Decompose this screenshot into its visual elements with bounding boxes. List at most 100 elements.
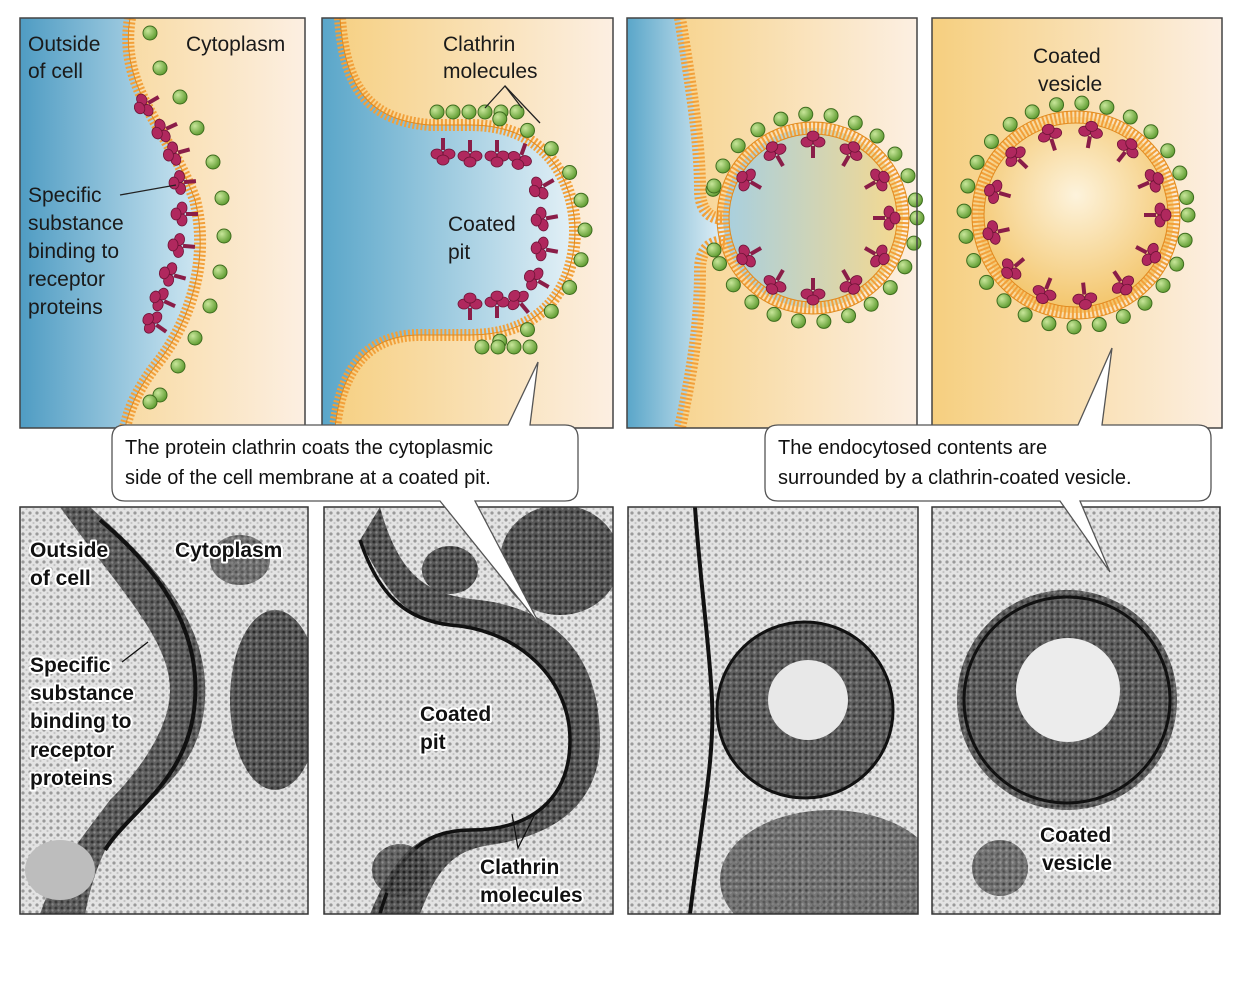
receptor-protein bbox=[142, 311, 168, 334]
clathrin-ball bbox=[1179, 189, 1195, 205]
vesicle-label-line2: vesicle bbox=[1038, 73, 1102, 96]
clathrin-ball bbox=[706, 242, 722, 258]
clathrin-ball bbox=[958, 228, 974, 244]
clathrin-ball bbox=[1099, 99, 1115, 115]
receptor-protein bbox=[1038, 123, 1063, 151]
em-substance-label-line1: Specific bbox=[30, 654, 111, 677]
clathrin-label-line1: Clathrin bbox=[443, 33, 515, 56]
clathrin-ball bbox=[1137, 295, 1153, 311]
clathrin-ball bbox=[205, 154, 221, 170]
receptor-protein bbox=[863, 168, 890, 192]
clathrin-ball bbox=[1180, 207, 1196, 223]
clathrin-ball bbox=[1074, 95, 1090, 111]
clathrin-ball bbox=[773, 111, 789, 127]
receptor-protein bbox=[484, 140, 510, 168]
clathrin-ball bbox=[1049, 97, 1065, 113]
clathrin-ball bbox=[969, 154, 985, 170]
micrograph-panel-2 bbox=[324, 507, 613, 914]
clathrin-ball bbox=[983, 134, 999, 150]
clathrin-ball bbox=[841, 308, 857, 324]
receptor-protein bbox=[167, 233, 196, 258]
clathrin-ball bbox=[725, 277, 741, 293]
receptor-protein bbox=[763, 268, 787, 295]
receptor-protein bbox=[839, 141, 863, 168]
em-substance-label-line2: substance bbox=[30, 682, 134, 705]
micrograph-panel-1 bbox=[20, 507, 308, 914]
clathrin-molecules-panel4 bbox=[956, 95, 1196, 335]
clathrin-ball bbox=[1041, 316, 1057, 332]
clathrin-ball bbox=[461, 104, 477, 120]
receptor-protein bbox=[430, 138, 456, 166]
em-substance-label-line4: receptor bbox=[30, 739, 114, 762]
top-panel-3 bbox=[627, 18, 917, 428]
outside-label-line2: of cell bbox=[28, 60, 83, 83]
clathrin-ball bbox=[1172, 165, 1188, 181]
receptor-protein bbox=[1032, 277, 1057, 304]
clathrin-ball bbox=[212, 264, 228, 280]
em-clathrin-label-line2: molecules bbox=[480, 884, 583, 907]
clathrin-ball bbox=[996, 293, 1012, 309]
clathrin-ball bbox=[1143, 124, 1159, 140]
clathrin-ball bbox=[882, 280, 898, 296]
receptor-protein bbox=[457, 140, 483, 168]
callout-left-line1: The protein clathrin coats the cytoplasm… bbox=[125, 437, 493, 459]
clathrin-ball bbox=[170, 358, 186, 374]
receptor-protein bbox=[151, 118, 178, 143]
receptor-protein bbox=[1135, 242, 1162, 266]
substance-label-line3: binding to bbox=[28, 240, 119, 263]
em-pit-label-line2: pit bbox=[420, 731, 446, 754]
pit-label-line2: pit bbox=[448, 241, 470, 264]
receptor-protein bbox=[133, 93, 160, 117]
clathrin-ball bbox=[1115, 309, 1131, 325]
receptor-protein bbox=[530, 206, 559, 232]
clathrin-ball bbox=[543, 303, 559, 319]
callout-right: The endocytosed contents are surrounded … bbox=[764, 347, 1212, 573]
clathrin-ball bbox=[1091, 317, 1107, 333]
clathrin-ball bbox=[1169, 256, 1185, 272]
em-clathrin-leader bbox=[511, 813, 536, 851]
clathrin-ball bbox=[189, 120, 205, 136]
em-clathrin-label-line1: Clathrin bbox=[480, 856, 559, 879]
micrograph-panel-4 bbox=[932, 507, 1220, 914]
clathrin-ball bbox=[520, 122, 535, 138]
clathrin-ball bbox=[509, 104, 525, 120]
receptor-protein bbox=[507, 289, 530, 314]
clathrin-ball bbox=[863, 296, 879, 312]
clathrin-ball bbox=[712, 256, 728, 272]
clathrin-ball bbox=[960, 178, 976, 194]
receptor-protein bbox=[1005, 146, 1029, 170]
clathrin-ball bbox=[1155, 277, 1171, 293]
outside-label-line1: Outside bbox=[28, 33, 100, 56]
receptor-protein bbox=[763, 141, 787, 168]
clathrin-ball bbox=[847, 115, 863, 131]
callout-right-line2: surrounded by a clathrin-coated vesicle. bbox=[778, 467, 1132, 489]
clathrin-ball bbox=[979, 274, 995, 290]
receptor-protein bbox=[523, 267, 550, 291]
clathrin-ball bbox=[216, 228, 232, 244]
clathrin-ball bbox=[429, 104, 445, 120]
clathrin-ball bbox=[1066, 319, 1082, 335]
clathrin-ball bbox=[187, 330, 203, 346]
clathrin-ball bbox=[474, 339, 490, 355]
clathrin-ball bbox=[477, 104, 493, 120]
receptor-protein bbox=[1078, 120, 1103, 149]
receptor-protein bbox=[736, 244, 763, 268]
clathrin-ball bbox=[573, 252, 589, 268]
receptor-protein bbox=[484, 290, 510, 318]
clathrin-ball bbox=[956, 203, 972, 219]
receptor-proteins-panel2 bbox=[430, 138, 559, 320]
top-panel-2 bbox=[322, 18, 613, 428]
substance-label-line5: proteins bbox=[28, 296, 103, 319]
clathrin-ball bbox=[152, 60, 168, 76]
clathrin-ball bbox=[900, 168, 916, 184]
clathrin-ball bbox=[907, 192, 923, 208]
clathrin-ball bbox=[562, 165, 578, 180]
clathrin-ball bbox=[202, 298, 218, 314]
clathrin-ball bbox=[1122, 109, 1138, 125]
receptor-protein bbox=[873, 205, 901, 231]
clathrin-ball bbox=[706, 178, 722, 194]
clathrin-ball bbox=[522, 339, 538, 355]
cytoplasm-label: Cytoplasm bbox=[186, 33, 285, 56]
receptor-protein bbox=[982, 220, 1010, 245]
